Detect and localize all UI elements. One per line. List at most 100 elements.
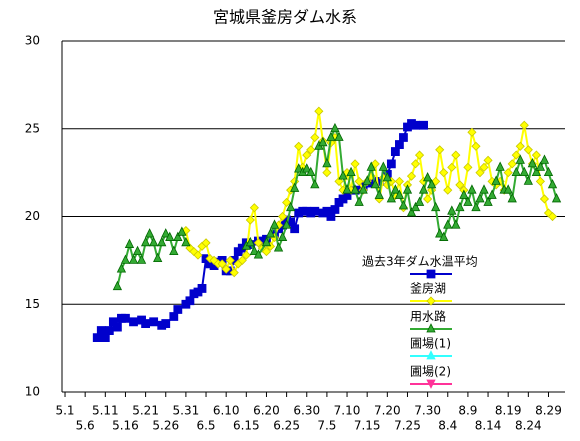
marker [157, 236, 167, 247]
marker [551, 193, 562, 203]
marker [394, 176, 404, 186]
legend-label: 過去3年ダム水温平均 [362, 254, 478, 269]
x-tick-label: 6.30 [293, 404, 320, 418]
x-tick-label: 7.15 [354, 419, 381, 433]
marker [491, 175, 501, 185]
marker [410, 159, 421, 169]
chart-title: 宮城県釜房ダム水系 [213, 8, 357, 27]
marker [479, 162, 489, 172]
marker [467, 184, 477, 194]
marker [161, 228, 171, 238]
x-tick-label: 8.14 [475, 419, 502, 433]
x-tick-label: 6.25 [273, 419, 300, 433]
x-tick-label: 5.11 [92, 404, 119, 418]
y-tick-label: 20 [25, 209, 40, 223]
marker [253, 238, 263, 248]
x-tick-label: 6.5 [196, 419, 215, 433]
x-tick-label: 5.1 [55, 404, 74, 418]
marker [322, 157, 332, 168]
marker [306, 145, 316, 155]
marker [419, 120, 428, 130]
marker [523, 175, 533, 185]
marker [411, 120, 420, 130]
marker [294, 141, 304, 151]
marker [245, 236, 255, 247]
marker [467, 127, 477, 137]
marker [366, 161, 376, 171]
marker [479, 184, 489, 194]
marker [507, 159, 517, 169]
x-tick-label: 7.10 [334, 404, 361, 418]
x-tick-label: 7.30 [414, 404, 441, 418]
marker [447, 205, 457, 215]
marker [342, 184, 352, 194]
marker [539, 194, 550, 204]
marker [443, 219, 453, 229]
marker [249, 203, 259, 213]
marker [471, 201, 481, 212]
marker [169, 245, 179, 255]
marker [310, 206, 320, 216]
marker [330, 122, 340, 133]
marker [459, 189, 469, 199]
x-tick-label: 5.16 [112, 419, 139, 433]
marker [104, 326, 114, 335]
marker [543, 166, 554, 177]
x-tick-label: 5.26 [152, 419, 179, 433]
marker [129, 317, 138, 327]
marker [197, 284, 207, 293]
marker [237, 255, 247, 265]
marker [322, 168, 332, 178]
marker [426, 296, 436, 306]
marker [402, 184, 413, 194]
marker [414, 196, 425, 206]
marker [531, 150, 541, 160]
marker [423, 194, 433, 204]
marker [281, 219, 292, 229]
y-tick-label: 15 [25, 297, 40, 311]
marker [161, 319, 171, 328]
marker [471, 141, 481, 151]
marker [177, 226, 187, 236]
marker [173, 305, 183, 314]
marker [511, 166, 521, 177]
series-line [96, 122, 424, 340]
marker [310, 179, 320, 189]
x-tick-label: 6.10 [213, 404, 240, 418]
y-tick-label: 25 [25, 121, 40, 135]
marker [547, 211, 558, 222]
x-tick-label: 5.31 [173, 404, 200, 418]
marker [394, 189, 405, 199]
marker [350, 159, 360, 169]
marker [507, 193, 517, 203]
marker [338, 170, 348, 180]
marker [519, 120, 529, 130]
marker [334, 131, 344, 141]
marker [261, 247, 272, 257]
x-tick-label: 8.4 [438, 419, 457, 433]
marker [278, 211, 288, 222]
marker [112, 322, 122, 332]
x-tick-label: 8.29 [535, 404, 562, 418]
marker [414, 150, 425, 160]
x-tick-label: 6.15 [233, 419, 260, 433]
marker [302, 163, 312, 173]
marker [435, 145, 445, 155]
marker [503, 168, 513, 178]
marker [249, 245, 260, 255]
marker [511, 150, 521, 160]
marker [451, 219, 461, 229]
marker [527, 157, 538, 168]
marker [318, 136, 328, 147]
marker [302, 150, 312, 160]
legend-label: 圃場(2) [410, 365, 451, 379]
marker [515, 141, 525, 151]
marker [282, 197, 292, 208]
marker [269, 219, 280, 229]
marker [362, 175, 372, 185]
marker [128, 254, 139, 264]
marker [523, 145, 533, 155]
marker [535, 161, 546, 171]
marker [390, 184, 401, 194]
marker [439, 168, 449, 178]
